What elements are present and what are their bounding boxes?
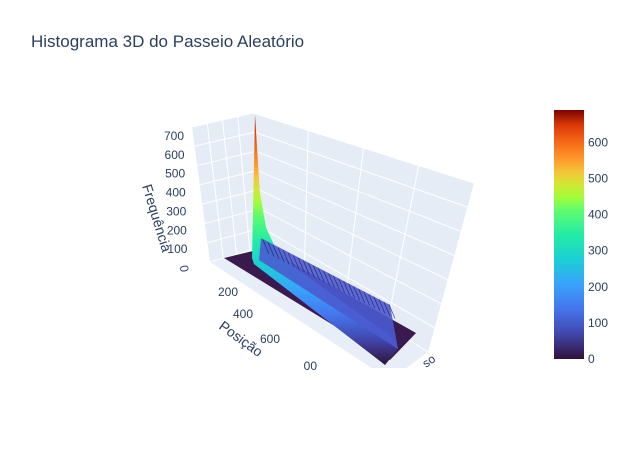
colorbar-tick-4: 400 [588,208,608,222]
scene[interactable] [191,112,475,380]
colorbar-tick-2: 200 [588,280,608,294]
back-wall-left [192,113,263,262]
z-axis-tick-1: 100 [167,242,187,256]
x-axis-tick-0: 200 [218,285,238,299]
colorbar-tick-1: 100 [588,316,608,330]
surface-peak [252,115,398,365]
x-axis-tick-1: 400 [233,307,253,321]
grid-lines [191,112,475,353]
surface-streaks [262,239,396,319]
z-axis-tick-6: 600 [165,148,185,162]
z-axis-tick-3: 300 [166,204,186,218]
chart-title: Histograma 3D do Passeio Aleatório [31,32,305,51]
z-axis-tick-5: 500 [165,167,185,181]
z-axis-tick-0: 0 [177,264,192,273]
colorbar[interactable] [554,110,584,359]
x-axis-tick-3: 00 [304,359,318,373]
x-axis-ticks: 200 400 600 00 [218,285,317,373]
x-axis-tick-2: 600 [260,332,280,346]
colorbar-tick-0: 0 [588,352,595,366]
z-axis-tick-7: 700 [164,129,184,143]
z-axis-ticks: 0 100 200 300 400 500 600 700 [164,129,192,273]
z-axis-tick-2: 200 [167,223,187,237]
colorbar-tick-5: 500 [588,172,608,186]
colorbar-tick-6: 600 [588,135,608,149]
x-axis-title: Posição [216,317,266,359]
colorbar-ticks: 0 100 200 300 400 500 600 [588,135,608,366]
colorbar-tick-3: 300 [588,244,608,258]
z-axis-tick-4: 400 [166,186,186,200]
